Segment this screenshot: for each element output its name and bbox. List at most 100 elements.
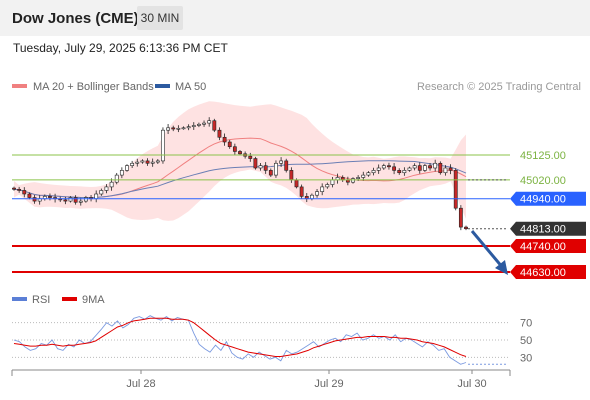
candle-body: [135, 161, 140, 164]
last-price-tag: [510, 221, 586, 236]
rsi-tick-label: 70: [520, 318, 532, 330]
rsi-line: [13, 315, 467, 365]
candle-body: [361, 174, 366, 178]
ma9-legend-swatch: [62, 297, 77, 301]
levels-panel: 45125.00 45020.00 44940.00 44813.00 44740.00…: [12, 150, 586, 279]
support-label: 44630.00: [520, 267, 566, 279]
candle-body: [289, 170, 294, 181]
candle-body: [161, 129, 165, 162]
header-bar: Dow Jones (CME) 30 MIN: [0, 0, 590, 36]
candle-body: [181, 127, 186, 130]
support-label: 44740.00: [520, 241, 566, 253]
candle-body: [68, 197, 73, 202]
ma20-legend-swatch: [12, 84, 27, 88]
candle-body: [376, 167, 381, 171]
timeframe-badge[interactable]: 30 MIN: [137, 6, 183, 30]
candle-body: [423, 165, 427, 171]
candle-body: [99, 190, 104, 195]
candle-body: [238, 151, 242, 155]
time-axis: Jul 28 Jul 29 Jul 30: [11, 369, 511, 390]
candle-body: [232, 146, 237, 152]
research-credit: Research © 2025 Trading Central: [417, 81, 581, 93]
candle-body: [207, 120, 212, 124]
bollinger-band: [14, 101, 466, 221]
timestamp: Tuesday, July 29, 2025 6:13:36 PM CET: [13, 41, 228, 55]
candle-body: [27, 193, 32, 198]
pivot-label: 44940.00: [520, 194, 566, 206]
x-tick-label: Jul 30: [457, 378, 486, 390]
candle-body: [171, 127, 176, 130]
candle-body: [84, 197, 88, 202]
candle-body: [310, 194, 314, 200]
candle-body: [279, 160, 283, 164]
candle-body: [320, 186, 325, 192]
candle-body: [371, 170, 376, 174]
candle-body: [17, 188, 22, 191]
candle-body: [227, 141, 232, 148]
candle-body: [464, 226, 468, 230]
candle-body: [433, 162, 438, 169]
rsi-tick-label: 30: [520, 352, 532, 364]
resistance-label: 45125.00: [520, 150, 566, 162]
candle-body: [145, 160, 150, 164]
candle-body: [119, 170, 124, 176]
candle-body: [438, 162, 443, 174]
candle-body: [392, 166, 396, 171]
ma50-legend-label: MA 50: [175, 81, 206, 93]
price-panel: [12, 101, 468, 231]
candle-body: [407, 167, 412, 171]
candle-body: [109, 181, 114, 188]
candle-body: [104, 186, 109, 191]
candle-body: [315, 191, 319, 196]
candle-body: [443, 167, 448, 174]
candle-body: [284, 160, 289, 171]
ma50-legend-swatch: [155, 84, 170, 88]
candle-body: [325, 184, 330, 188]
rsi-ma9-line: [13, 317, 467, 357]
candle-body: [268, 170, 273, 176]
candle-body: [258, 165, 263, 169]
candle-body: [176, 127, 181, 130]
candle-body: [253, 158, 258, 169]
resistance-label: 45020.00: [520, 175, 566, 187]
rsi-legend-label: RSI: [32, 294, 50, 306]
x-tick-label: Jul 28: [126, 378, 155, 390]
candle-body: [78, 200, 83, 203]
x-tick-label: Jul 29: [314, 378, 343, 390]
candle-body: [366, 172, 371, 176]
candle-body: [299, 186, 304, 197]
candle-body: [197, 123, 201, 126]
candle-body: [217, 129, 222, 138]
candle-body: [166, 127, 170, 131]
candle-body: [155, 160, 160, 163]
last-price-label: 44813.00: [520, 224, 566, 236]
candle-body: [191, 125, 196, 127]
candle-body: [417, 165, 422, 171]
pivot-tag: [510, 191, 586, 206]
candle-body: [125, 165, 129, 171]
support-tag: [510, 239, 586, 253]
candle-body: [12, 187, 16, 190]
candle-body: [130, 162, 135, 166]
candle-body: [351, 178, 355, 183]
candle-body: [263, 165, 268, 171]
candle-body: [402, 170, 407, 174]
candle-body: [412, 165, 417, 169]
candle-body: [248, 155, 253, 159]
candle-body: [387, 165, 391, 168]
support-tag: [510, 265, 586, 279]
candle-body: [222, 136, 227, 143]
candle-body: [22, 190, 27, 195]
candle-body: [186, 126, 191, 129]
candle-body: [330, 179, 335, 185]
candle-body: [202, 122, 206, 125]
candle-body: [397, 170, 402, 174]
rsi-tick-label: 50: [520, 335, 532, 347]
candle-body: [140, 160, 145, 163]
candle-body: [458, 207, 463, 228]
candle-body: [32, 197, 37, 202]
candle-body: [428, 165, 432, 169]
candle-body: [448, 167, 453, 171]
candle-body: [150, 161, 155, 164]
candle-body: [453, 170, 458, 209]
